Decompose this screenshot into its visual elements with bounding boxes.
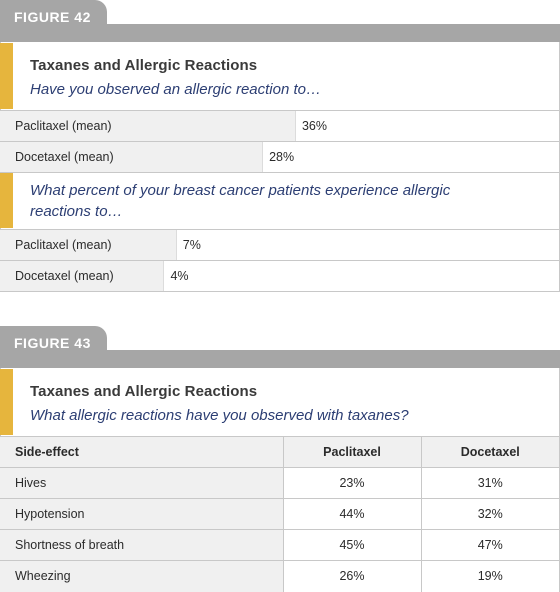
table-row: Shortness of breath 45% 47% — [0, 529, 559, 561]
data-label: 4% — [170, 269, 189, 283]
question-text: What percent of your breast cancer patie… — [30, 182, 451, 220]
bar-row: Docetaxel (mean) 4% — [0, 260, 559, 291]
column-header: Side-effect — [0, 436, 283, 468]
bar-row: Paclitaxel (mean) 36% — [0, 110, 559, 141]
bar-row: Docetaxel (mean) 28% — [0, 141, 559, 172]
category-label: Paclitaxel (mean) — [15, 238, 112, 252]
figure-43: FIGURE 43 Taxanes and Allergic Reactions… — [0, 326, 560, 592]
bar-row: Paclitaxel (mean) 7% — [0, 229, 559, 260]
data-label: 36% — [301, 119, 327, 133]
data-label: 28% — [269, 150, 295, 164]
data-label: 7% — [182, 238, 201, 252]
question-block: Taxanes and Allergic Reactions What alle… — [0, 369, 559, 435]
percent-cell: 23% — [282, 467, 421, 499]
percent-cell: 45% — [282, 529, 421, 561]
side-effect-cell: Shortness of breath — [0, 529, 283, 561]
side-effect-cell: Hypotension — [0, 498, 283, 530]
side-effect-cell: Hives — [0, 467, 283, 499]
accent-stripe — [0, 369, 13, 435]
category-label: Docetaxel (mean) — [15, 150, 114, 164]
figure-title: Taxanes and Allergic Reactions — [30, 57, 258, 74]
table-row: Hives 23% 31% — [0, 467, 559, 499]
question-block-1: Taxanes and Allergic Reactions Have you … — [0, 43, 559, 109]
percent-cell: 44% — [282, 498, 421, 530]
plot-area — [148, 230, 559, 260]
column-header: Paclitaxel — [282, 436, 421, 468]
figure-tab: FIGURE 43 — [0, 326, 107, 354]
category-label: Docetaxel (mean) — [15, 269, 114, 283]
column-header: Docetaxel — [420, 436, 559, 468]
percent-cell: 31% — [420, 467, 559, 499]
bar — [148, 261, 165, 291]
bar — [148, 230, 177, 260]
figure-42: FIGURE 42 Taxanes and Allergic Reactions… — [0, 0, 560, 292]
plot-area — [148, 261, 559, 291]
percent-cell: 47% — [420, 529, 559, 561]
figure-header-bar — [0, 350, 560, 368]
accent-stripe — [0, 173, 13, 228]
side-effects-table: Side-effect Paclitaxel Docetaxel Hives 23% 3… — [0, 436, 559, 592]
percent-cell: 32% — [420, 498, 559, 530]
table-row: Wheezing 26% 19% — [0, 560, 559, 592]
accent-stripe — [0, 43, 13, 109]
question-text: Have you observed an allergic reaction t… — [30, 81, 321, 98]
percent-cell: 19% — [420, 560, 559, 592]
table-header-row: Side-effect Paclitaxel Docetaxel — [0, 436, 559, 468]
figure-title: Taxanes and Allergic Reactions — [30, 383, 258, 400]
figure-tab: FIGURE 42 — [0, 0, 107, 28]
figure-header-bar — [0, 24, 560, 42]
question-text: What allergic reactions have you observe… — [30, 407, 409, 424]
table-row: Hypotension 44% 32% — [0, 498, 559, 530]
percent-cell: 26% — [282, 560, 421, 592]
bar — [148, 142, 264, 172]
question-block-2: What percent of your breast cancer patie… — [0, 172, 559, 228]
bar — [148, 111, 296, 141]
side-effect-cell: Wheezing — [0, 560, 283, 592]
category-label: Paclitaxel (mean) — [15, 119, 112, 133]
